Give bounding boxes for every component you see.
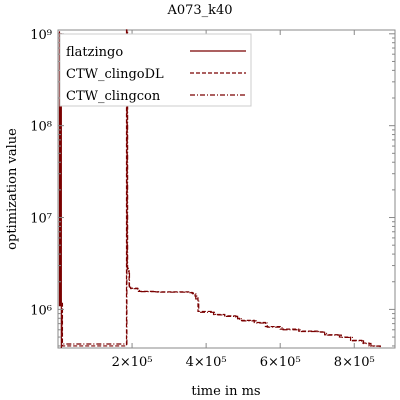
y-axis-label: optimization value bbox=[5, 128, 20, 250]
y-tick-label: 10⁷ bbox=[30, 212, 52, 227]
legend-label: CTW_clingoDL bbox=[66, 67, 164, 82]
axis-ticks: 2×10⁵ 4×10⁵ 6×10⁵ 8×10⁵ 10⁶ 10⁷ 10⁸ 10⁹ bbox=[30, 28, 395, 370]
y-tick-label: 10⁸ bbox=[30, 120, 52, 135]
x-tick-label: 4×10⁵ bbox=[186, 355, 227, 370]
x-tick-label: 8×10⁵ bbox=[334, 355, 375, 370]
legend-box bbox=[59, 33, 252, 107]
x-tick-label: 6×10⁵ bbox=[260, 355, 301, 370]
y-tick-label: 10⁹ bbox=[30, 28, 52, 43]
x-axis-label: time in ms bbox=[191, 384, 260, 399]
y-tick-label: 10⁶ bbox=[30, 303, 52, 318]
chart-title: A073_k40 bbox=[166, 3, 232, 18]
legend-label: CTW_clingcon bbox=[66, 89, 161, 104]
x-tick-label: 2×10⁵ bbox=[112, 355, 153, 370]
legend-label: flatzingo bbox=[66, 45, 123, 60]
series-line-ctw-clingcon bbox=[59, 29, 381, 348]
legend: flatzingo CTW_clingoDL CTW_clingcon bbox=[59, 33, 252, 107]
